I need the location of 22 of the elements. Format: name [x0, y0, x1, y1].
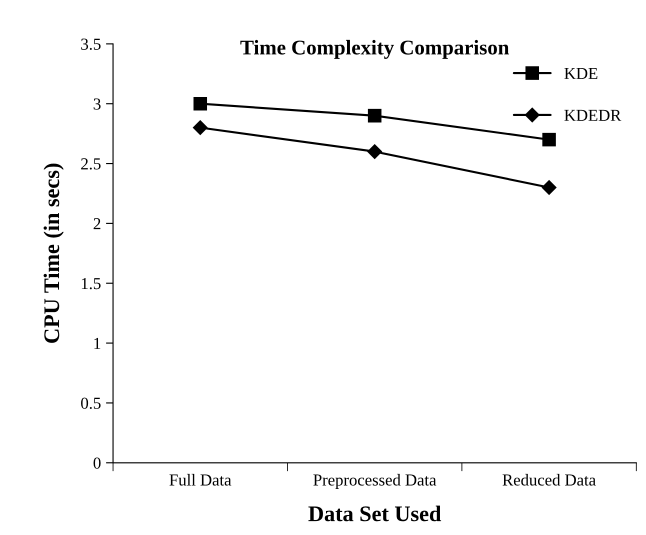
legend-label: KDE: [564, 68, 598, 79]
y-tick-label: 0: [94, 457, 101, 469]
point: [192, 120, 208, 136]
x-tick-label: Full Data: [169, 474, 232, 486]
y-tick-label: 3: [94, 98, 101, 110]
x-tick-label: Preprocessed Data: [313, 474, 436, 489]
point: [368, 108, 382, 122]
y-tick-label: 3.5: [81, 38, 101, 50]
point: [367, 144, 382, 159]
point: [542, 180, 556, 195]
point: [542, 132, 556, 146]
point: [193, 96, 208, 110]
chart-title: Time Complexity Comparison: [240, 40, 510, 59]
x-axis-title: Data Set Used: [308, 506, 442, 522]
y-axis-title: CPU Time (in secs): [44, 164, 64, 343]
y-tick-label: 2: [94, 218, 100, 230]
y-tick-label: 1: [94, 338, 100, 349]
y-tick-label: 2.5: [81, 158, 101, 170]
x-tick-label: Reduced Data: [502, 474, 596, 486]
y-tick-label: 0.5: [81, 398, 101, 409]
legend-label: KDEDR: [564, 110, 622, 121]
y-tick-label: 1.5: [82, 278, 101, 290]
